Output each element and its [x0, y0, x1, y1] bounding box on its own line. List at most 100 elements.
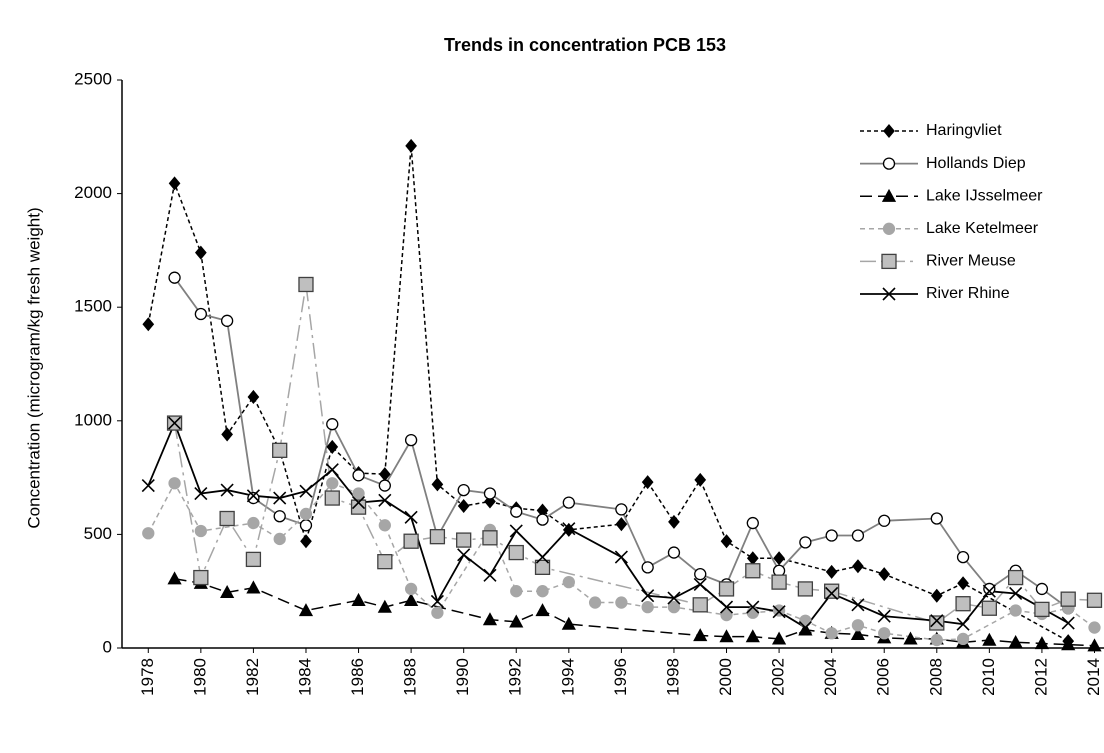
marker — [1034, 601, 1050, 618]
marker — [746, 516, 759, 530]
marker — [852, 559, 864, 574]
marker — [562, 522, 576, 536]
marker — [825, 627, 838, 640]
x-tick-label: 2000 — [716, 658, 735, 696]
marker — [429, 529, 446, 545]
marker — [404, 433, 418, 447]
marker — [351, 496, 366, 510]
marker — [746, 600, 760, 614]
marker — [825, 586, 839, 601]
marker — [641, 589, 655, 603]
marker — [404, 592, 419, 606]
marker — [771, 631, 787, 645]
marker — [456, 532, 472, 548]
marker — [877, 609, 891, 623]
marker — [851, 529, 865, 542]
x-tick-label: 2004 — [821, 658, 840, 696]
x-tick-label: 2006 — [874, 658, 893, 696]
x-tick-label: 2008 — [926, 658, 945, 696]
chart-title: Trends in concentration PCB 153 — [444, 35, 726, 55]
marker — [431, 606, 444, 619]
y-tick-label: 0 — [103, 637, 112, 656]
x-tick-label: 1984 — [295, 658, 314, 696]
marker — [378, 519, 391, 532]
marker — [772, 604, 786, 617]
marker — [641, 475, 654, 490]
marker — [1061, 616, 1075, 630]
marker — [983, 582, 996, 596]
legend-marker — [882, 157, 896, 170]
marker — [194, 307, 208, 321]
y-tick-label: 2000 — [74, 183, 112, 202]
x-tick-label: 1998 — [663, 658, 682, 696]
marker — [693, 628, 708, 642]
legend-label: Haringvliet — [926, 122, 1002, 139]
legend-label: River Meuse — [926, 253, 1016, 270]
marker — [746, 551, 759, 566]
marker — [615, 517, 628, 532]
marker — [930, 633, 943, 647]
marker — [404, 510, 418, 524]
marker — [772, 605, 786, 619]
marker — [693, 577, 707, 591]
marker — [1034, 636, 1050, 650]
marker — [930, 512, 943, 525]
y-tick-label: 2500 — [74, 69, 112, 88]
marker — [457, 548, 471, 562]
marker — [168, 477, 181, 490]
marker — [431, 477, 444, 492]
legend-marker — [881, 253, 897, 270]
series-line — [173, 284, 1095, 624]
marker — [878, 627, 891, 640]
marker — [167, 571, 182, 585]
x-tick-label: 1994 — [558, 658, 577, 696]
marker — [797, 581, 814, 597]
marker — [641, 561, 654, 574]
marker — [142, 317, 155, 332]
marker — [246, 489, 260, 503]
marker — [298, 603, 314, 617]
marker — [378, 493, 392, 507]
marker — [352, 487, 365, 500]
legend-marker — [883, 123, 895, 139]
marker — [195, 245, 207, 260]
legend-marker — [882, 222, 896, 235]
marker — [615, 503, 628, 516]
marker — [956, 617, 970, 631]
marker — [694, 568, 707, 581]
marker — [745, 563, 761, 579]
marker — [298, 276, 314, 293]
marker — [1009, 586, 1023, 601]
marker — [508, 544, 524, 561]
x-tick-label: 1996 — [611, 658, 630, 696]
marker — [324, 490, 340, 506]
marker — [535, 550, 550, 564]
marker — [798, 620, 812, 635]
x-tick-label: 1978 — [138, 658, 157, 696]
marker — [746, 606, 759, 619]
series-line — [174, 577, 1095, 647]
marker — [956, 550, 970, 564]
marker — [850, 627, 866, 641]
marker — [326, 477, 339, 490]
marker — [483, 487, 497, 500]
marker — [851, 598, 865, 612]
marker — [719, 629, 734, 643]
marker — [405, 138, 417, 153]
marker — [719, 600, 734, 614]
marker — [326, 439, 339, 454]
marker — [956, 632, 970, 646]
marker — [745, 629, 760, 643]
marker — [273, 510, 286, 523]
marker — [221, 427, 233, 442]
marker — [878, 567, 891, 582]
legend-marker — [882, 287, 896, 301]
marker — [720, 534, 733, 549]
marker — [247, 491, 260, 505]
marker — [350, 499, 367, 515]
marker — [771, 574, 787, 590]
marker — [718, 581, 735, 597]
marker — [194, 524, 208, 538]
marker — [536, 585, 549, 598]
